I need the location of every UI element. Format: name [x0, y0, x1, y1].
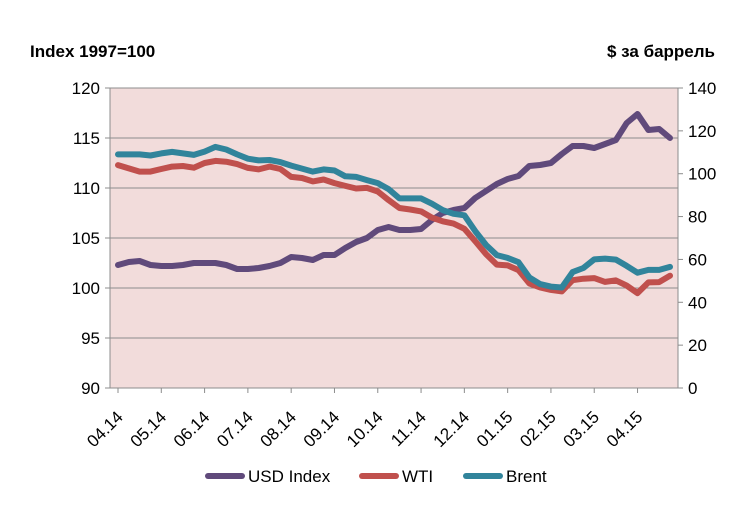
legend-label: USD Index [248, 467, 331, 486]
x-tick-label: 04.14 [83, 407, 127, 451]
x-tick-label: 12.14 [430, 407, 474, 451]
series-line-usd-index [115, 111, 673, 272]
gridlines [110, 137, 678, 339]
series-line-wti [115, 157, 673, 297]
right-axis: 0 20 40 60 80 100 120 140 [678, 79, 716, 398]
x-tick-label: 10.14 [343, 407, 387, 451]
left-tick-label: 120 [72, 79, 100, 98]
right-tick-label: 0 [688, 379, 697, 398]
right-tick-label: 20 [688, 336, 707, 355]
left-tick-label: 100 [72, 279, 100, 298]
series-lines [115, 111, 673, 297]
right-tick-label: 80 [688, 208, 707, 227]
left-tick-label: 105 [72, 229, 100, 248]
x-tick-label: 01.15 [473, 407, 517, 451]
left-axis: 90 95 100 105 110 115 120 [72, 79, 110, 398]
right-tick-label: 140 [688, 79, 716, 98]
x-tick-label: 05.14 [127, 407, 171, 451]
x-tick-label: 03.15 [560, 407, 604, 451]
series-line-brent [115, 143, 673, 291]
legend-label: Brent [506, 467, 547, 486]
legend: USD Index WTI Brent [205, 467, 547, 486]
x-tick-label: 06.14 [170, 407, 214, 451]
left-tick-label: 115 [73, 129, 100, 148]
right-tick-label: 60 [688, 250, 707, 269]
left-tick-label: 110 [73, 179, 100, 198]
left-tick-label: 90 [81, 379, 100, 398]
x-tick-label: 08.14 [256, 407, 300, 451]
legend-label: WTI [402, 467, 433, 486]
x-tick-label: 09.14 [300, 407, 344, 451]
x-tick-label: 02.15 [516, 407, 560, 451]
x-axis: 04.14 05.14 06.14 07.14 08.14 09.14 10.14 11.14… [83, 388, 646, 451]
x-tick-label: 07.14 [213, 407, 257, 451]
left-axis-title: Index 1997=100 [30, 42, 155, 61]
right-axis-title: $ за баррель [607, 42, 715, 61]
right-tick-label: 120 [688, 122, 716, 141]
x-tick-label: 11.14 [387, 407, 430, 450]
left-tick-label: 95 [81, 329, 100, 348]
right-tick-label: 40 [688, 293, 707, 312]
right-tick-label: 100 [688, 165, 716, 184]
x-tick-label: 04.15 [603, 407, 647, 451]
